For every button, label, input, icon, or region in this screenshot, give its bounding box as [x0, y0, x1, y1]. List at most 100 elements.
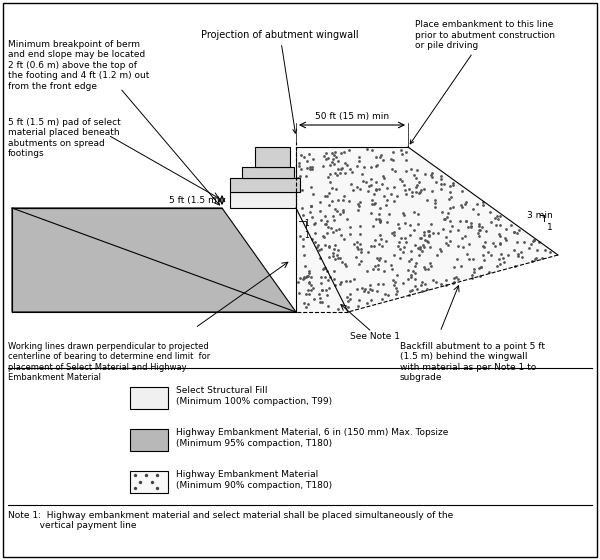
Point — [499, 254, 508, 263]
Point — [355, 153, 364, 162]
Point — [388, 275, 397, 284]
Point — [343, 160, 352, 169]
Point — [418, 240, 427, 249]
Point — [445, 187, 454, 196]
Point — [396, 146, 406, 155]
Point — [370, 189, 379, 198]
Point — [499, 258, 509, 267]
Point — [427, 262, 436, 270]
Point — [303, 285, 313, 294]
Point — [323, 290, 332, 299]
Point — [380, 257, 390, 266]
Point — [516, 248, 526, 256]
Point — [421, 265, 430, 274]
Point — [364, 181, 374, 190]
Point — [479, 242, 489, 251]
Point — [449, 278, 459, 287]
Point — [422, 284, 432, 293]
Point — [387, 264, 397, 273]
Point — [423, 264, 433, 273]
Point — [333, 305, 343, 314]
Point — [454, 274, 463, 283]
Point — [475, 272, 485, 281]
Point — [320, 192, 329, 200]
Point — [338, 196, 347, 205]
Point — [404, 274, 413, 283]
Point — [317, 215, 326, 224]
Point — [419, 231, 429, 240]
Point — [441, 239, 451, 248]
Point — [413, 243, 423, 252]
Point — [406, 246, 416, 255]
Point — [445, 217, 455, 226]
Point — [386, 189, 396, 198]
Point — [345, 230, 355, 239]
Point — [323, 153, 332, 162]
Point — [318, 265, 328, 274]
Point — [330, 255, 340, 264]
Point — [490, 242, 500, 251]
Point — [339, 192, 349, 201]
Point — [404, 184, 414, 193]
Point — [517, 253, 527, 262]
Point — [295, 288, 304, 297]
Point — [512, 237, 522, 246]
Point — [474, 222, 484, 231]
Point — [358, 170, 367, 179]
Point — [479, 255, 489, 264]
Point — [302, 272, 312, 281]
Point — [494, 230, 504, 239]
Point — [458, 234, 467, 242]
Point — [328, 227, 337, 236]
Point — [344, 146, 353, 155]
Point — [427, 186, 437, 195]
Point — [448, 179, 458, 188]
Point — [304, 149, 313, 158]
Text: Working lines drawn perpendicular to projected
centerline of bearing to determin: Working lines drawn perpendicular to pro… — [8, 342, 210, 382]
Point — [368, 285, 377, 294]
Point — [333, 157, 343, 166]
Point — [388, 228, 397, 237]
Point — [398, 209, 407, 218]
Point — [500, 234, 510, 242]
Point — [299, 153, 309, 162]
Point — [372, 160, 382, 169]
Point — [426, 170, 436, 179]
Point — [382, 200, 391, 209]
Point — [389, 250, 399, 259]
Point — [328, 251, 338, 260]
Point — [307, 165, 317, 174]
Point — [415, 188, 424, 197]
Point — [458, 242, 468, 251]
Text: 50 ft (15 m) min: 50 ft (15 m) min — [315, 112, 389, 121]
Point — [438, 224, 448, 233]
Point — [400, 180, 409, 189]
Point — [389, 280, 399, 289]
Point — [509, 228, 519, 237]
Point — [301, 171, 310, 180]
Point — [329, 245, 339, 254]
Polygon shape — [242, 167, 294, 178]
Point — [353, 284, 362, 293]
Point — [329, 249, 338, 258]
Point — [430, 199, 440, 208]
Point — [409, 208, 418, 217]
Point — [332, 207, 341, 216]
Point — [483, 248, 493, 256]
Point — [406, 165, 416, 174]
Point — [513, 250, 523, 259]
Point — [473, 228, 483, 237]
Point — [319, 232, 329, 241]
Point — [337, 164, 347, 173]
Point — [342, 292, 352, 301]
Point — [388, 155, 398, 164]
Point — [333, 165, 343, 174]
Point — [349, 186, 358, 195]
Point — [295, 158, 304, 167]
Point — [305, 268, 314, 277]
Point — [363, 248, 373, 257]
Point — [306, 183, 316, 192]
Text: 1: 1 — [304, 218, 309, 227]
Point — [324, 283, 334, 292]
Point — [424, 237, 433, 246]
